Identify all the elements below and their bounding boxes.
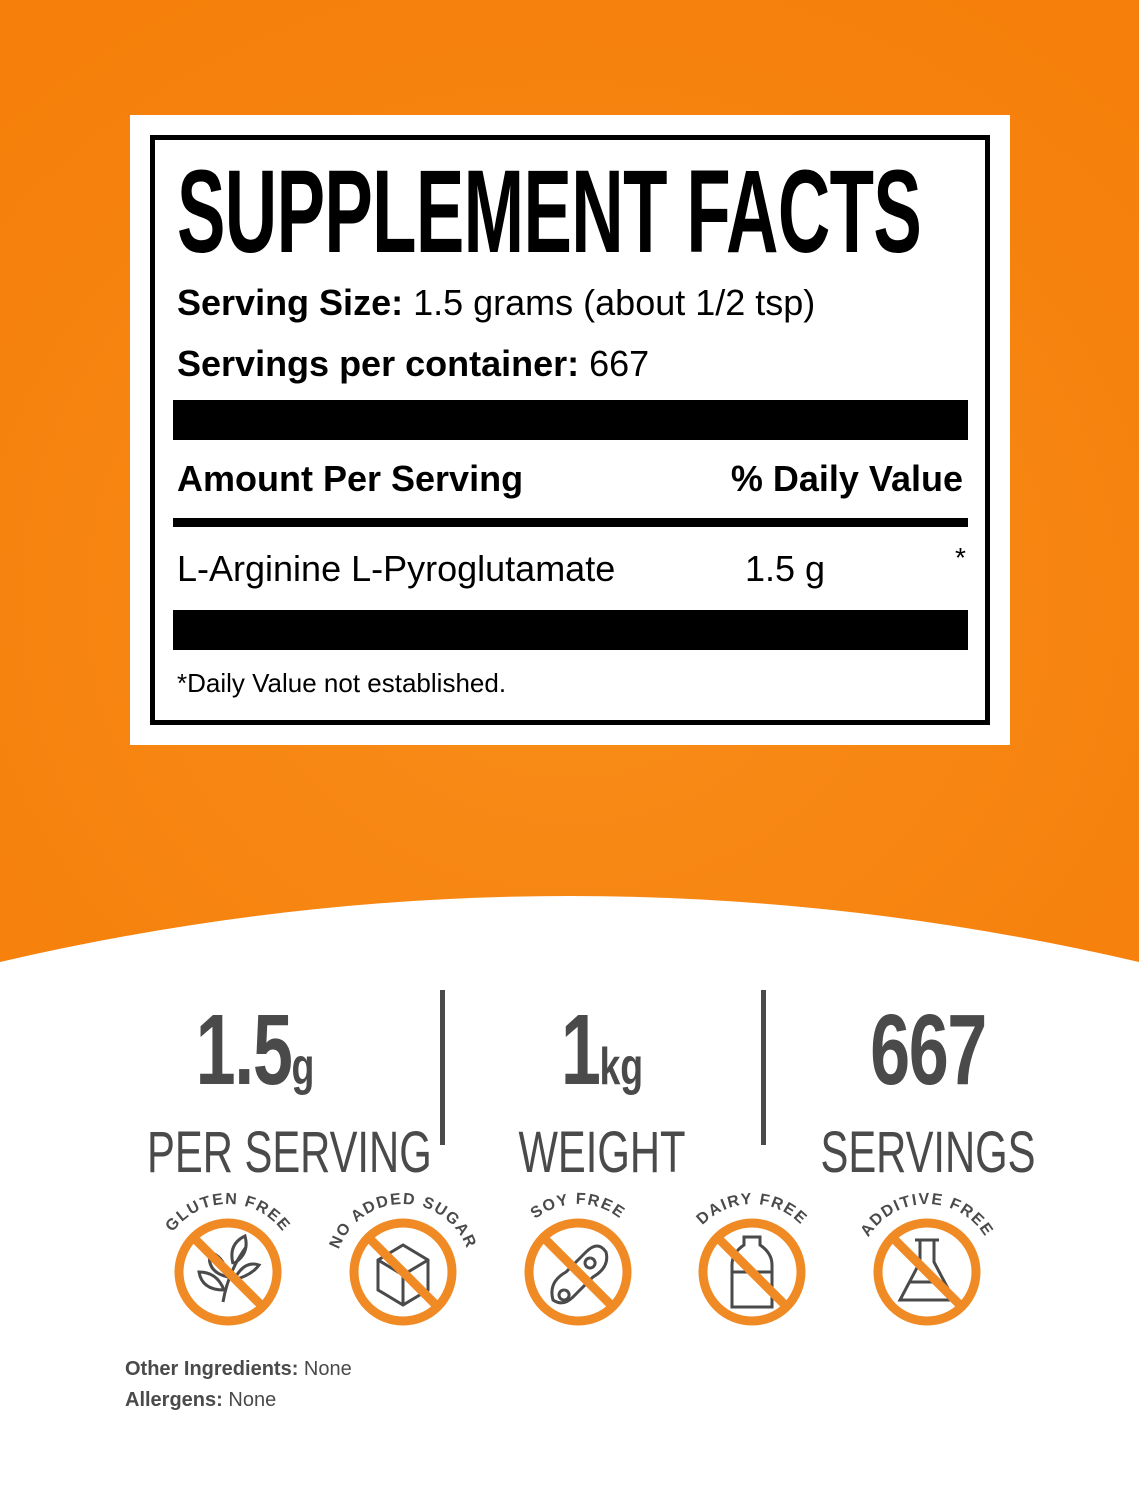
- serving-size: Serving Size: 1.5 grams (about 1/2 tsp): [177, 282, 816, 323]
- badge-soy-free: SOY FREE: [524, 1191, 632, 1326]
- stat-divider: [440, 990, 445, 1145]
- badge-dairy-free: DAIRY FREE: [694, 1191, 809, 1326]
- badge-text: ADDITIVE FREE: [858, 1191, 997, 1240]
- stat-weight: 1kg WEIGHT: [518, 994, 686, 1185]
- prohibited-slash-icon: [540, 1234, 616, 1310]
- stat-servings: 667 SERVINGS: [820, 994, 1036, 1185]
- badge-text: SOY FREE: [528, 1191, 629, 1222]
- badges: GLUTEN FREE NO ADDED SUGAR SOY FREE DAIRY F…: [163, 1191, 997, 1326]
- ingredient-amount: 1.5 g: [745, 548, 826, 589]
- badge-text: GLUTEN FREE: [163, 1191, 294, 1235]
- ingredient-dv: *: [955, 542, 966, 573]
- prohibited-slash-icon: [889, 1234, 965, 1310]
- prohibited-circle-icon: [698, 1218, 806, 1326]
- prohibited-slash-icon: [190, 1234, 266, 1310]
- badge-additive-free: ADDITIVE FREE: [858, 1191, 997, 1326]
- footnote: *Daily Value not established.: [177, 668, 507, 698]
- amount-header: Amount Per Serving: [177, 458, 524, 499]
- thick-divider: [173, 610, 968, 650]
- other-ingredients: Other Ingredients: None: [125, 1358, 352, 1380]
- allergens: Allergens: None: [125, 1389, 277, 1411]
- daily-value-header: % Daily Value: [730, 458, 963, 499]
- label-title: SUPPLEMENT FACTS: [177, 146, 922, 278]
- prohibited-slash-icon: [365, 1234, 441, 1310]
- prohibited-slash-icon: [714, 1234, 790, 1310]
- divider: [173, 518, 968, 527]
- servings-per-container: Servings per container: 667: [177, 343, 650, 384]
- prohibited-circle-icon: [174, 1218, 282, 1326]
- stat-divider: [761, 990, 766, 1145]
- ingredient-name: L-Arginine L-Pyroglutamate: [177, 548, 616, 589]
- badge-no-added-sugar: NO ADDED SUGAR: [327, 1191, 478, 1326]
- prohibited-circle-icon: [524, 1218, 632, 1326]
- stat-per-serving: 1.5g PER SERVING: [147, 994, 432, 1185]
- prohibited-circle-icon: [873, 1218, 981, 1326]
- soybean-icon: [550, 1244, 609, 1305]
- thick-divider: [173, 400, 968, 440]
- prohibited-circle-icon: [349, 1218, 457, 1326]
- supplement-facts-label: SUPPLEMENT FACTS Serving Size: 1.5 grams…: [130, 115, 1010, 745]
- badge-gluten-free: GLUTEN FREE: [163, 1191, 294, 1326]
